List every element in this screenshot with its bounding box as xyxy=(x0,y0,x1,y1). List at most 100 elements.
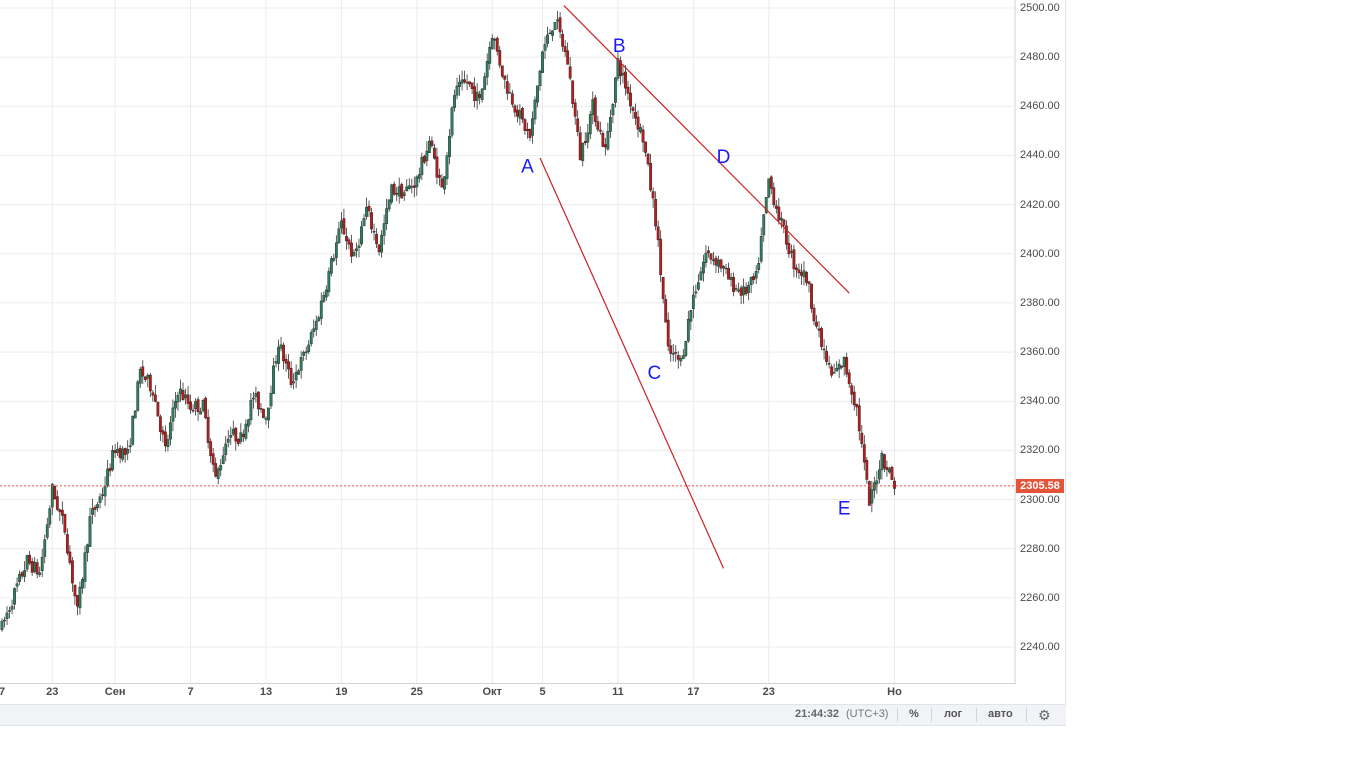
price-tick-label: 2240.00 xyxy=(1020,641,1060,653)
candle-body xyxy=(619,60,622,77)
candle-body xyxy=(433,147,436,159)
candle-body xyxy=(272,365,275,394)
candle-body xyxy=(289,367,293,385)
candle-body xyxy=(837,363,841,370)
auto-scale-button[interactable]: авто xyxy=(988,708,1013,720)
candle-body xyxy=(591,99,595,116)
candle-body xyxy=(810,283,813,309)
time-tick-label: Окт xyxy=(482,686,502,698)
candle-body xyxy=(58,509,62,513)
candle-body xyxy=(689,310,693,322)
time-tick-label: 7 xyxy=(0,686,6,698)
time-tick-label: 11 xyxy=(612,686,624,698)
candle-body xyxy=(684,341,688,356)
candle-body xyxy=(282,344,285,362)
candle-body xyxy=(593,97,597,122)
candle-body xyxy=(347,239,351,245)
candle-body xyxy=(179,388,182,395)
candle-body xyxy=(292,381,296,384)
candle-body xyxy=(588,114,592,135)
candle-body xyxy=(792,249,796,270)
candle-body xyxy=(317,317,321,321)
candle-body xyxy=(402,192,406,196)
price-tick-label: 2260.00 xyxy=(1020,591,1060,604)
candle-body xyxy=(171,407,175,422)
candle-body xyxy=(737,289,741,292)
candle-body xyxy=(302,352,306,356)
candle-body xyxy=(43,539,47,557)
candle-body xyxy=(493,39,497,41)
candle-body xyxy=(15,583,19,587)
candle-body xyxy=(571,80,575,104)
candle-body xyxy=(480,88,484,100)
candle-body xyxy=(661,277,665,299)
candle-body xyxy=(850,385,854,395)
candle-body xyxy=(334,242,338,258)
price-scale[interactable]: 2500.00 2480.00 2460.00 2440.00 2420.00 2400.… xyxy=(1016,0,1066,704)
candle-body xyxy=(76,595,79,607)
time-tick-label: 23 xyxy=(46,686,59,698)
candle-body xyxy=(832,372,836,374)
candle-body xyxy=(877,469,881,480)
candle-body xyxy=(505,81,509,94)
candle-body xyxy=(101,494,104,496)
time-tick-label: 17 xyxy=(687,686,700,698)
candle-body xyxy=(825,350,828,362)
candle-body xyxy=(156,401,160,417)
candle-body xyxy=(339,220,343,229)
percent-scale-button[interactable]: % xyxy=(909,708,919,720)
candle-body xyxy=(654,199,658,227)
candle-body xyxy=(601,132,605,147)
candle-body xyxy=(621,72,625,76)
candle-body xyxy=(377,244,381,253)
candle-body xyxy=(3,619,6,622)
candle-body xyxy=(279,344,283,349)
timezone-label[interactable]: (UTC+3) xyxy=(846,708,889,720)
candle-body xyxy=(412,185,416,188)
candle-body xyxy=(800,272,803,276)
candle-body xyxy=(812,307,816,322)
candle-body xyxy=(184,394,187,398)
candle-body xyxy=(204,397,208,419)
candle-body xyxy=(53,486,57,500)
candle-body xyxy=(802,270,806,278)
price-chart[interactable]: A B C D E xyxy=(0,0,1016,684)
candle-body xyxy=(664,299,668,323)
candle-body xyxy=(214,463,218,477)
candlestick-chart[interactable]: A B C D E xyxy=(0,0,1016,684)
candle-body xyxy=(254,393,258,397)
candle-body xyxy=(453,95,456,108)
time-scale[interactable]: 7 23 Сен 7 13 19 25 Окт 5 11 17 23 Но xyxy=(0,684,1016,704)
candle-body xyxy=(277,346,280,364)
price-tick-label: 2300.00 xyxy=(1020,493,1060,506)
candle-body xyxy=(463,79,466,83)
candle-body xyxy=(251,397,255,400)
candle-body xyxy=(789,251,793,253)
candle-body xyxy=(191,409,195,412)
candle-body xyxy=(440,178,444,188)
candle-body xyxy=(646,153,650,165)
candle-body xyxy=(385,208,389,224)
candle-body xyxy=(631,107,635,111)
candle-body xyxy=(867,481,871,506)
candle-body xyxy=(694,291,698,294)
candle-body xyxy=(48,508,52,525)
candle-body xyxy=(146,374,150,379)
candle-body xyxy=(679,358,683,362)
candle-body xyxy=(747,284,751,293)
candle-body xyxy=(455,85,459,96)
candle-body xyxy=(324,289,328,298)
candle-body xyxy=(546,34,549,44)
candle-body xyxy=(614,77,617,103)
candle-body xyxy=(78,586,82,609)
candle-body xyxy=(40,556,44,572)
gear-icon[interactable]: ⚙ xyxy=(1038,707,1051,723)
candle-body xyxy=(865,459,869,480)
wave-label-a: A xyxy=(521,157,534,178)
candle-body xyxy=(548,32,552,35)
log-scale-button[interactable]: лог xyxy=(944,708,963,720)
candle-body xyxy=(174,401,177,409)
candle-body xyxy=(470,82,474,89)
price-tick-label: 2380.00 xyxy=(1020,296,1060,309)
candle-body xyxy=(425,150,429,161)
